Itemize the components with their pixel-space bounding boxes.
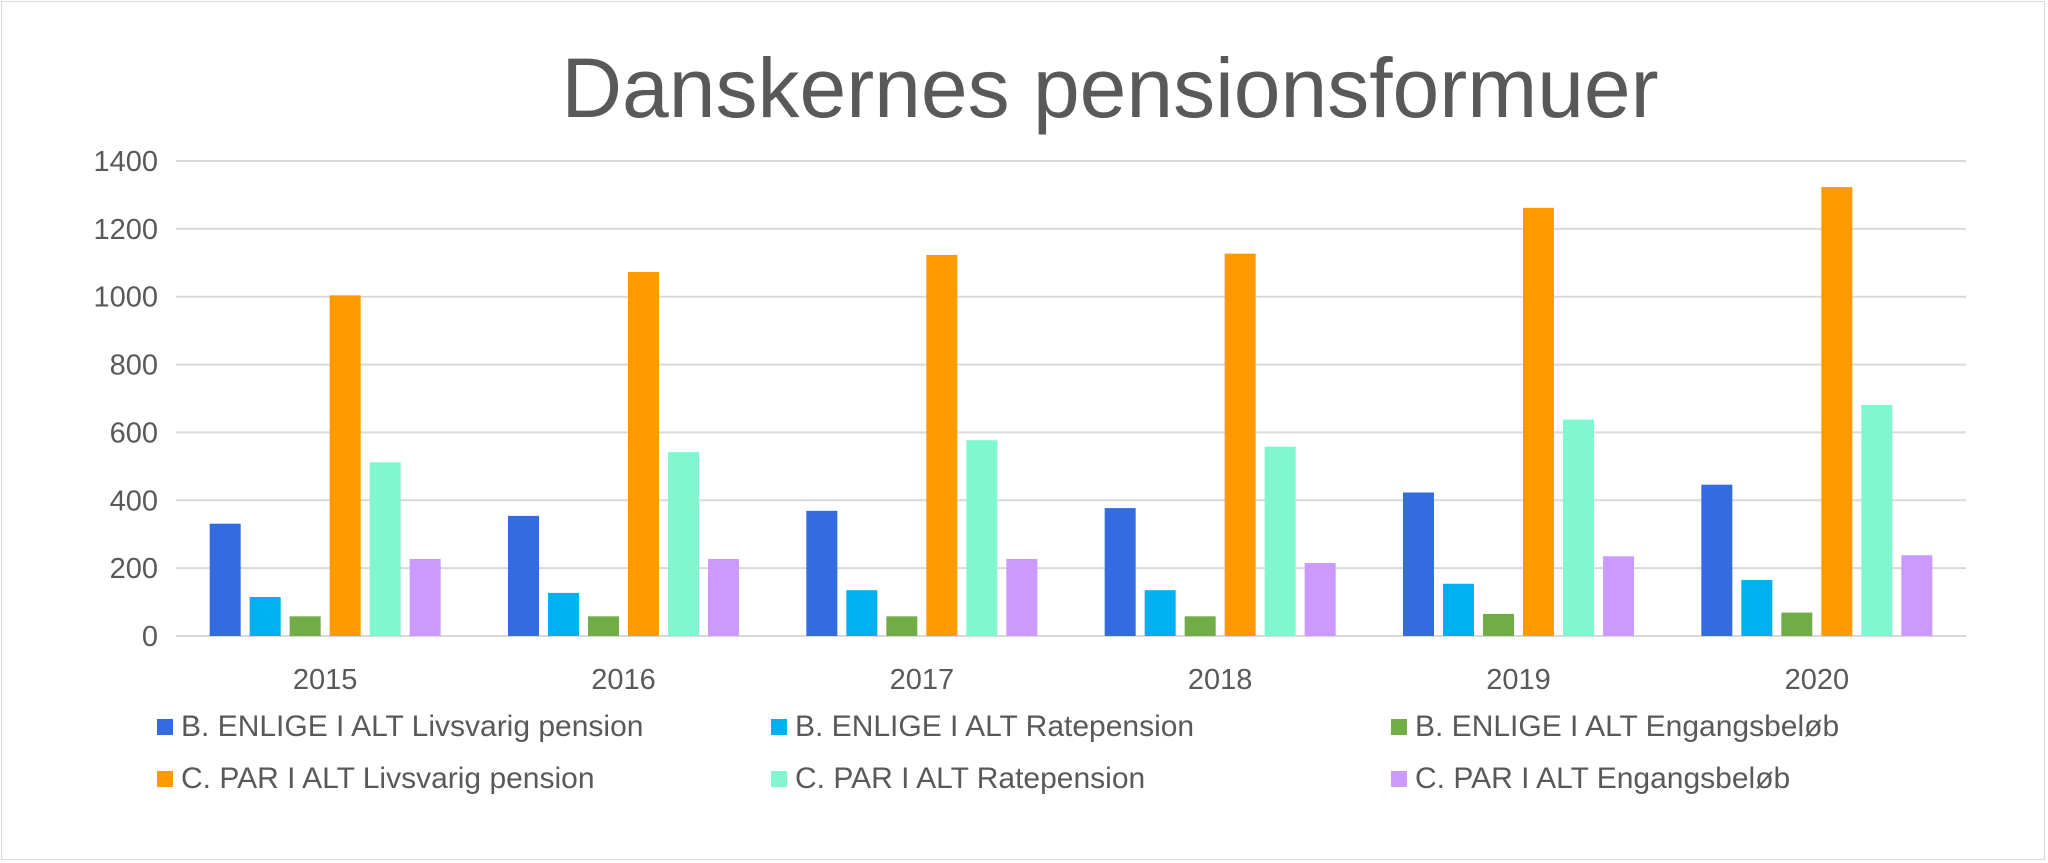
- bar-2016-series-4: [628, 271, 659, 636]
- bar-2019-series-6: [1603, 556, 1634, 636]
- bar-2019-series-2: [1443, 583, 1474, 636]
- bar-2015-series-6: [409, 558, 441, 636]
- bar-2017-series-6: [1006, 558, 1038, 636]
- bar-2017-series-4: [926, 254, 958, 636]
- legend-swatch: [157, 771, 173, 787]
- y-tick-label: 400: [110, 485, 158, 517]
- bar-2016-series-6: [708, 558, 739, 636]
- y-tick-label: 0: [142, 621, 158, 653]
- bar-2018-series-3: [1184, 616, 1216, 636]
- bar-2018-series-6: [1304, 563, 1336, 636]
- legend-label: C. PAR I ALT Engangsbeløb: [1415, 762, 1791, 795]
- bar-2020-series-2: [1741, 580, 1773, 636]
- bar-2019-series-1: [1403, 492, 1434, 636]
- legend-item: B. ENLIGE I ALT Livsvarig pension: [157, 710, 643, 744]
- legend-item: B. ENLIGE I ALT Ratepension: [771, 710, 1194, 744]
- bar-2017-series-1: [806, 510, 838, 636]
- bar-2018-series-1: [1104, 508, 1136, 636]
- legend-item: B. ENLIGE I ALT Engangsbeløb: [1391, 710, 1839, 744]
- legend-item: C. PAR I ALT Livsvarig pension: [157, 762, 595, 796]
- bar-2015-series-2: [249, 596, 281, 636]
- bar-2020-series-5: [1861, 404, 1893, 636]
- legend-label: B. ENLIGE I ALT Ratepension: [795, 710, 1195, 743]
- y-tick-label: 200: [110, 553, 158, 585]
- bar-2018-series-2: [1144, 590, 1176, 636]
- bar-2015-series-1: [209, 523, 241, 636]
- legend-item: C. PAR I ALT Engangsbeløb: [1391, 762, 1790, 796]
- legend-swatch: [1391, 719, 1407, 735]
- x-tick-label: 2015: [293, 664, 358, 696]
- bar-2016-series-3: [588, 616, 619, 636]
- legend-label: C. PAR I ALT Livsvarig pension: [181, 762, 595, 795]
- bar-2020-series-4: [1821, 187, 1853, 636]
- x-tick-label: 2016: [591, 664, 656, 696]
- bar-2016-series-2: [548, 592, 579, 636]
- y-tick-label: 1000: [93, 282, 158, 314]
- bar-2017-series-3: [886, 616, 918, 636]
- y-tick-label: 800: [110, 350, 158, 382]
- bar-2018-series-4: [1224, 253, 1256, 636]
- legend-swatch: [771, 719, 787, 735]
- legend-swatch: [1391, 771, 1407, 787]
- legend-item: C. PAR I ALT Ratepension: [771, 762, 1145, 796]
- y-tick-label: 1400: [93, 146, 158, 178]
- bar-2016-series-5: [668, 452, 699, 636]
- legend-swatch: [157, 719, 173, 735]
- legend-swatch: [771, 771, 787, 787]
- bar-2015-series-3: [289, 616, 321, 636]
- bar-2015-series-5: [369, 462, 401, 636]
- bar-2020-series-3: [1781, 612, 1813, 636]
- x-tick-label: 2019: [1486, 664, 1551, 696]
- bar-2019-series-4: [1523, 207, 1554, 637]
- x-tick-label: 2018: [1188, 664, 1253, 696]
- y-tick-label: 600: [110, 417, 158, 449]
- bar-2016-series-1: [508, 515, 539, 636]
- bar-2020-series-6: [1901, 555, 1933, 636]
- bar-2015-series-4: [329, 295, 361, 636]
- bar-2020-series-1: [1701, 484, 1733, 636]
- bar-2017-series-2: [846, 590, 878, 636]
- y-tick-label: 1200: [93, 214, 158, 246]
- bar-2018-series-5: [1264, 446, 1296, 636]
- chart-title: Danskernes pensionsformuer: [561, 41, 1659, 135]
- bar-2017-series-5: [966, 440, 998, 636]
- bar-2019-series-5: [1563, 419, 1594, 636]
- legend-label: C. PAR I ALT Ratepension: [795, 762, 1146, 795]
- legend-label: B. ENLIGE I ALT Livsvarig pension: [181, 710, 644, 743]
- bar-2019-series-3: [1483, 613, 1514, 636]
- x-tick-label: 2020: [1785, 664, 1850, 696]
- x-tick-label: 2017: [890, 664, 955, 696]
- legend-label: B. ENLIGE I ALT Engangsbeløb: [1415, 710, 1840, 743]
